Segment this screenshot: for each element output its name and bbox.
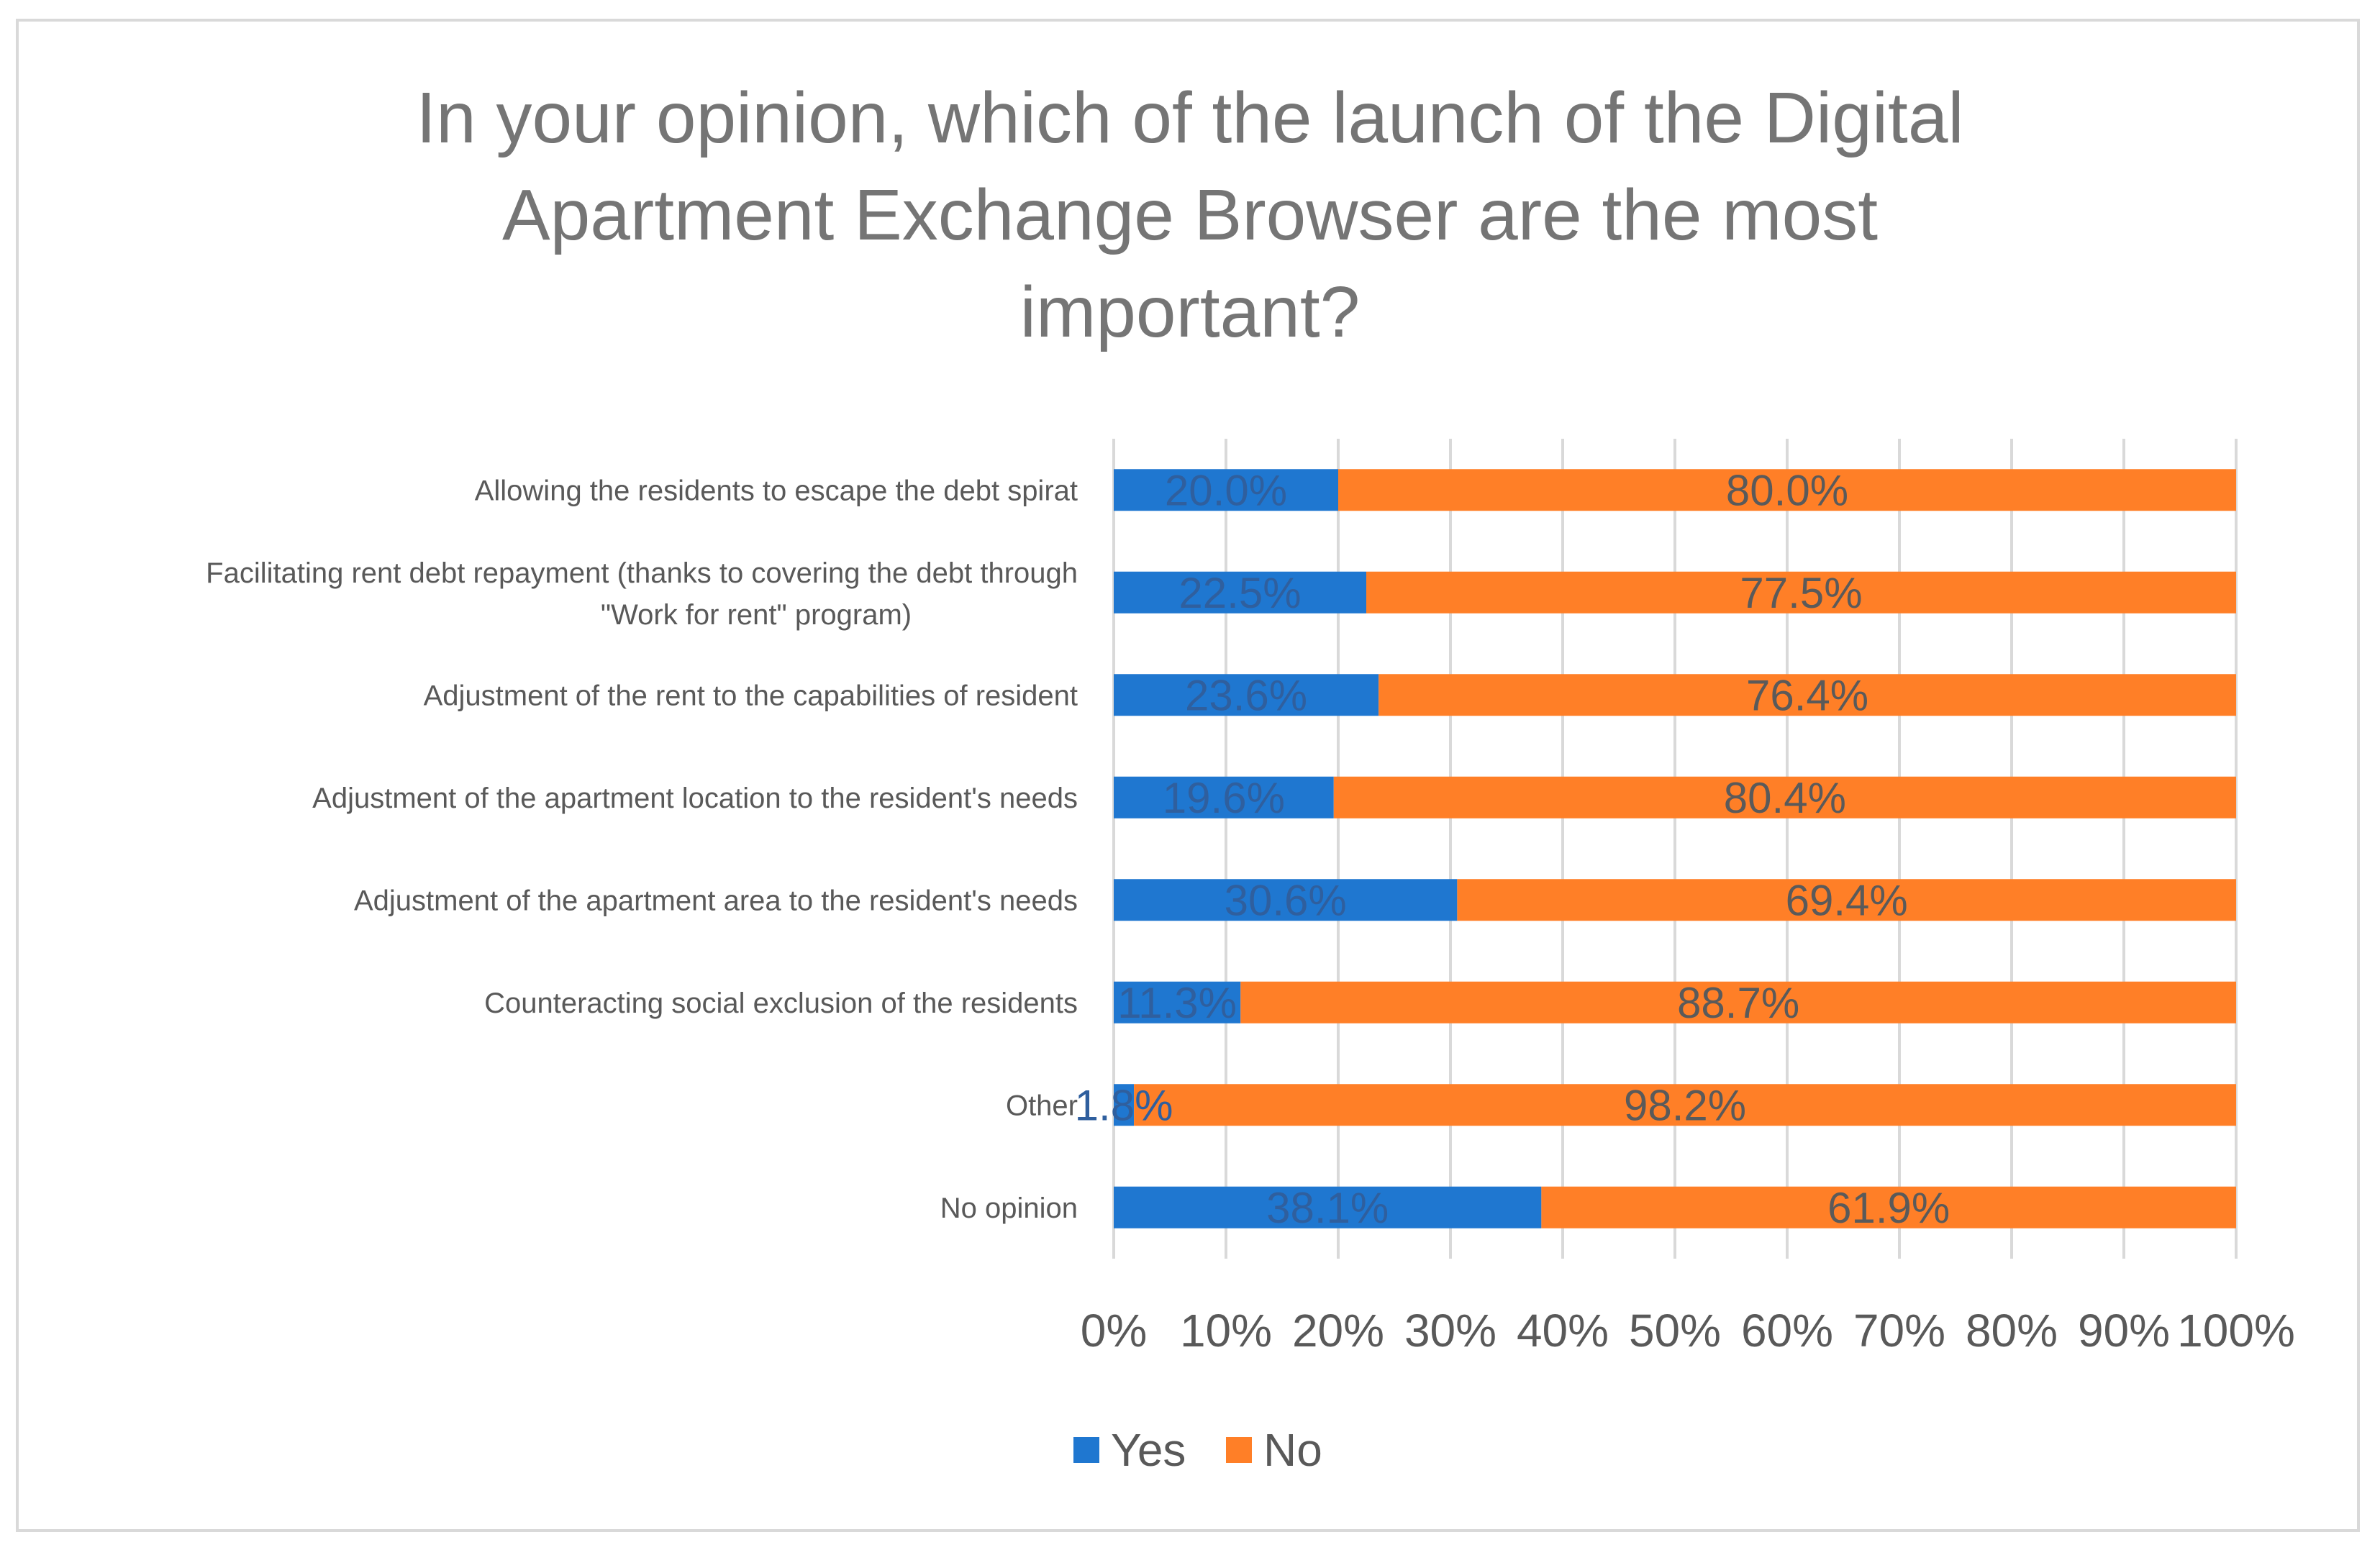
data-label-yes: 20.0%	[1165, 466, 1287, 514]
bar-no	[1457, 879, 2236, 921]
chart-title-line: important?	[1020, 272, 1360, 352]
data-label-yes: 11.3%	[1117, 979, 1237, 1027]
legend-swatch-yes	[1073, 1437, 1099, 1463]
data-label-no: 80.4%	[1724, 774, 1846, 822]
x-tick-label: 90%	[2078, 1305, 2170, 1356]
x-tick-label: 80%	[1966, 1305, 2058, 1356]
bar-no	[1366, 571, 2236, 614]
data-label-no: 88.7%	[1677, 979, 1799, 1027]
bar-yes	[1114, 674, 1379, 716]
chart-title-line: In your opinion, which of the launch of …	[416, 78, 1963, 158]
chart-title: In your opinion, which of the launch of …	[416, 78, 1963, 352]
data-label-no: 98.2%	[1624, 1081, 1746, 1129]
category-label: Other	[1006, 1090, 1078, 1121]
category-label: Adjustment of the apartment area to the …	[354, 885, 1078, 916]
x-tick-label: 100%	[2177, 1305, 2295, 1356]
category-label: Adjustment of the apartment location to …	[312, 783, 1078, 814]
bar-yes	[1114, 879, 1458, 921]
bar-no	[1134, 1084, 2236, 1126]
category-labels: Allowing the residents to escape the deb…	[206, 475, 1078, 1224]
x-tick-label: 10%	[1180, 1305, 1272, 1356]
bar-yes	[1114, 981, 1241, 1023]
legend: Yes No	[1073, 1424, 1322, 1476]
data-labels: 20.0% 80.0% 22.5% 77.5% 23.6% 76.4% 19.6% 80.4%…	[1075, 466, 1950, 1232]
category-label: Adjustment of the rent to the capabiliti…	[424, 680, 1078, 711]
x-axis-tick-labels: 0% 10% 20% 30% 40% 50% 60% 70% 80% 90% 100%	[1081, 1305, 2295, 1356]
data-label-yes: 30.6%	[1225, 876, 1347, 924]
data-label-yes: 22.5%	[1178, 569, 1301, 617]
data-label-no: 61.9%	[1827, 1184, 1950, 1232]
bar-no	[1333, 776, 2236, 818]
data-label-yes: 38.1%	[1266, 1184, 1389, 1232]
chart-title-line: Apartment Exchange Browser are the most	[502, 175, 1878, 255]
chart-frame	[16, 19, 2360, 1532]
data-label-yes: 1.8%	[1075, 1081, 1173, 1129]
legend-swatch-no	[1226, 1437, 1252, 1463]
bar-yes	[1114, 776, 1334, 818]
x-tick-label: 0%	[1081, 1305, 1148, 1356]
bar-yes	[1114, 1084, 1135, 1126]
gridlines	[1112, 439, 2238, 1259]
bar-no	[1240, 981, 2236, 1023]
category-label: Counteracting social exclusion of the re…	[484, 988, 1078, 1019]
data-label-no: 76.4%	[1746, 671, 1868, 719]
x-tick-label: 70%	[1853, 1305, 1945, 1356]
bar-no	[1338, 469, 2236, 511]
bar-yes	[1114, 571, 1366, 614]
category-label-line: "Work for rent" program)	[601, 599, 912, 631]
legend-label-yes: Yes	[1111, 1424, 1186, 1476]
x-tick-label: 60%	[1741, 1305, 1833, 1356]
x-tick-label: 40%	[1517, 1305, 1609, 1356]
x-tick-label: 30%	[1404, 1305, 1496, 1356]
bar-no	[1541, 1186, 2236, 1228]
x-tick-label: 50%	[1629, 1305, 1721, 1356]
data-label-yes: 19.6%	[1163, 774, 1285, 822]
data-label-no: 69.4%	[1786, 876, 1908, 924]
bar-yes	[1114, 469, 1338, 511]
data-label-no: 80.0%	[1726, 466, 1848, 514]
category-label: No opinion	[940, 1193, 1078, 1224]
legend-label-no: No	[1263, 1424, 1322, 1476]
data-label-no: 77.5%	[1740, 569, 1862, 617]
data-label-yes: 23.6%	[1185, 671, 1307, 719]
bar-yes	[1114, 1186, 1542, 1228]
category-label-line: Facilitating rent debt repayment (thanks…	[206, 557, 1078, 589]
bars	[1114, 469, 2236, 1228]
x-tick-label: 20%	[1292, 1305, 1384, 1356]
bar-no	[1379, 674, 2236, 716]
category-label: Allowing the residents to escape the deb…	[475, 475, 1078, 506]
